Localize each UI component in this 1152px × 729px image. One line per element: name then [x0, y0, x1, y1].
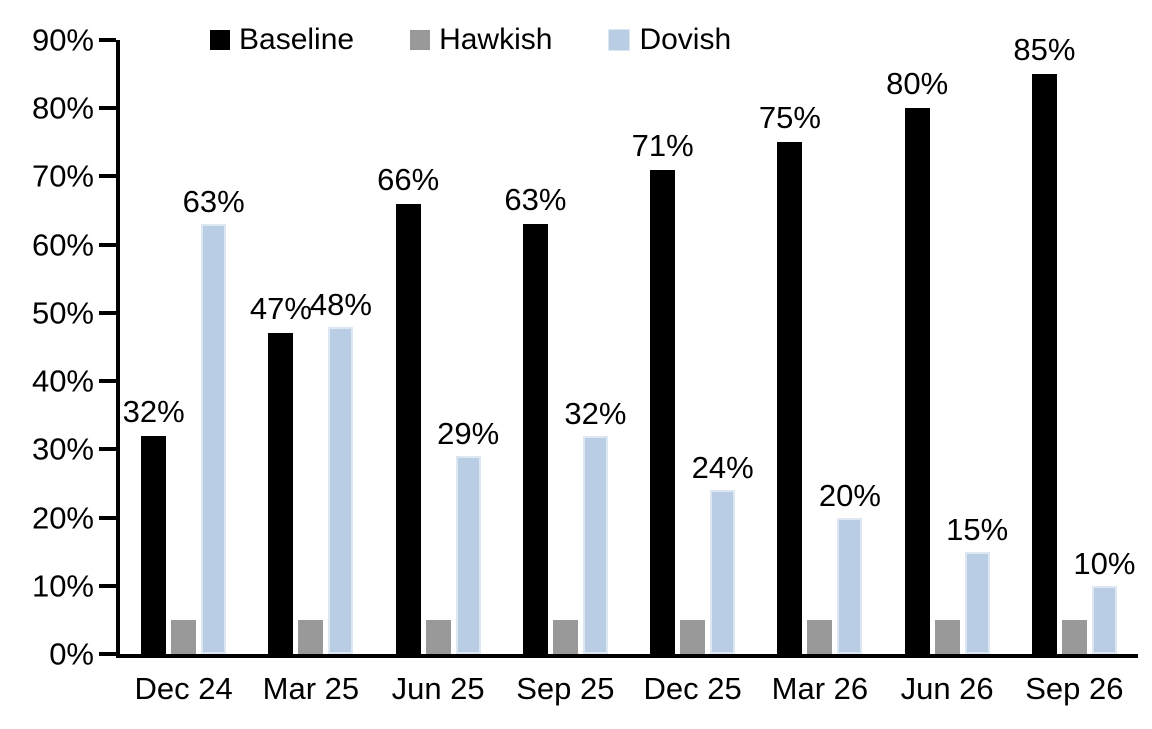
legend-item-hawkish: Hawkish [410, 25, 552, 55]
y-tick-10 [99, 583, 116, 588]
bar-baseline-sep-26: 85% [1013, 34, 1075, 654]
data-label-dovish-mar-25: 48% [309, 286, 372, 322]
bar-group-mar-25: 47% 48% [247, 40, 374, 654]
x-label-jun-25: Jun 25 [391, 671, 485, 706]
y-tick-label-60: 60% [31, 227, 94, 263]
bar-dovish-dec-25: 24% [692, 452, 754, 654]
bar-hawkish-dec-24 [171, 619, 197, 654]
bar-group-jun-25: 66% 29% [375, 40, 502, 654]
data-label-dovish-jun-26: 15% [946, 511, 1009, 547]
bar-group-sep-26: 85% 10% [1011, 34, 1138, 654]
bar-hawkish-jun-25 [425, 619, 451, 654]
bar-dovish-jun-25: 29% [437, 418, 499, 654]
legend-swatch-dovish-icon [608, 29, 631, 51]
legend-item-dovish: Dovish [608, 25, 731, 55]
y-tick-80 [99, 106, 116, 111]
x-label-jun-26: Jun 26 [900, 671, 994, 706]
bar-group-sep-25: 63% 32% [502, 40, 629, 654]
y-tick-label-40: 40% [31, 363, 94, 399]
data-label-dovish-sep-25: 32% [564, 395, 627, 431]
data-label-baseline-dec-25: 71% [631, 127, 694, 163]
data-label-baseline-sep-25: 63% [504, 182, 567, 218]
legend-label-dovish: Dovish [639, 23, 732, 56]
bar-dovish-jun-26: 15% [946, 514, 1008, 654]
bar-dovish-mar-25: 48% [310, 289, 372, 654]
data-label-dovish-dec-24: 63% [182, 184, 245, 220]
bar-baseline-mar-26: 75% [759, 102, 821, 654]
y-tick-label-90: 90% [31, 22, 94, 58]
bar-baseline-jun-25: 66% [377, 164, 439, 654]
y-tick-50 [99, 310, 116, 315]
bar-group-dec-25: 71% 24% [629, 40, 756, 654]
data-label-baseline-mar-25: 47% [249, 291, 312, 327]
x-label-sep-25: Sep 25 [516, 671, 615, 706]
bar-groups: 32% 63% 47% 48% 66% 29% 63% 32% 71% 24% 75% 20% 80% 1… [120, 34, 1138, 654]
x-label-sep-26: Sep 26 [1025, 671, 1124, 706]
data-label-baseline-jun-25: 66% [377, 161, 440, 197]
data-label-dovish-sep-26: 10% [1073, 545, 1136, 581]
legend-label-baseline: Baseline [239, 23, 355, 56]
legend-label-hawkish: Hawkish [439, 23, 553, 56]
legend-swatch-baseline-icon [210, 30, 230, 50]
bar-hawkish-jun-26 [934, 619, 960, 654]
legend-item-baseline: Baseline [210, 25, 354, 55]
data-label-baseline-jun-26: 80% [886, 66, 949, 102]
y-tick-label-80: 80% [31, 90, 94, 126]
bar-hawkish-mar-25 [298, 619, 324, 654]
x-label-dec-24: Dec 24 [134, 671, 233, 706]
bar-group-jun-26: 80% 15% [884, 40, 1011, 654]
data-label-baseline-dec-24: 32% [122, 393, 185, 429]
y-tick-label-20: 20% [31, 500, 94, 536]
y-tick-label-70: 70% [31, 158, 94, 194]
bar-hawkish-mar-26 [807, 619, 833, 654]
bar-hawkish-sep-25 [552, 619, 578, 654]
bar-baseline-sep-25: 63% [504, 184, 566, 654]
bar-dovish-dec-24: 63% [183, 186, 245, 654]
plot-area: 0% 10% 20% 30% 40% 50% 60% 70% 80% 90% 32% 63% 47% 4… [32, 25, 1138, 670]
bar-baseline-jun-26: 80% [886, 68, 948, 654]
bar-group-dec-24: 32% 63% [120, 40, 247, 654]
data-label-dovish-dec-25: 24% [691, 450, 754, 486]
bar-group-mar-26: 75% 20% [756, 40, 883, 654]
data-label-dovish-mar-26: 20% [818, 477, 881, 513]
bar-baseline-mar-25: 47% [250, 293, 312, 654]
bar-hawkish-sep-26 [1061, 619, 1087, 654]
y-tick-label-0: 0% [49, 636, 94, 672]
y-tick-60 [99, 242, 116, 247]
x-label-mar-25: Mar 25 [262, 671, 360, 706]
y-tick-label-30: 30% [31, 431, 94, 467]
y-tick-90 [99, 38, 116, 42]
bar-dovish-sep-26: 10% [1073, 548, 1135, 654]
x-label-dec-25: Dec 25 [643, 671, 742, 706]
y-tick-20 [99, 515, 116, 520]
bar-baseline-dec-25: 71% [632, 130, 694, 654]
x-label-mar-26: Mar 26 [771, 671, 869, 706]
data-label-baseline-sep-26: 85% [1013, 32, 1076, 68]
y-tick-label-50: 50% [31, 295, 94, 331]
data-label-baseline-mar-26: 75% [758, 100, 821, 136]
y-tick-label-10: 10% [31, 568, 94, 604]
bar-hawkish-dec-25 [680, 619, 706, 654]
y-tick-40 [99, 379, 116, 384]
y-tick-30 [99, 447, 116, 452]
chart-legend: Baseline Hawkish Dovish [210, 25, 731, 55]
legend-swatch-hawkish-icon [410, 30, 431, 50]
y-tick-0 [99, 652, 116, 656]
bar-baseline-dec-24: 32% [123, 396, 185, 654]
y-tick-70 [99, 174, 116, 179]
bar-dovish-sep-25: 32% [564, 398, 626, 654]
bar-dovish-mar-26: 20% [819, 480, 881, 654]
x-axis-labels: Dec 24 Mar 25 Jun 25 Sep 25 Dec 25 Mar 26 Jun … [120, 671, 1138, 706]
data-label-dovish-jun-25: 29% [437, 416, 500, 452]
